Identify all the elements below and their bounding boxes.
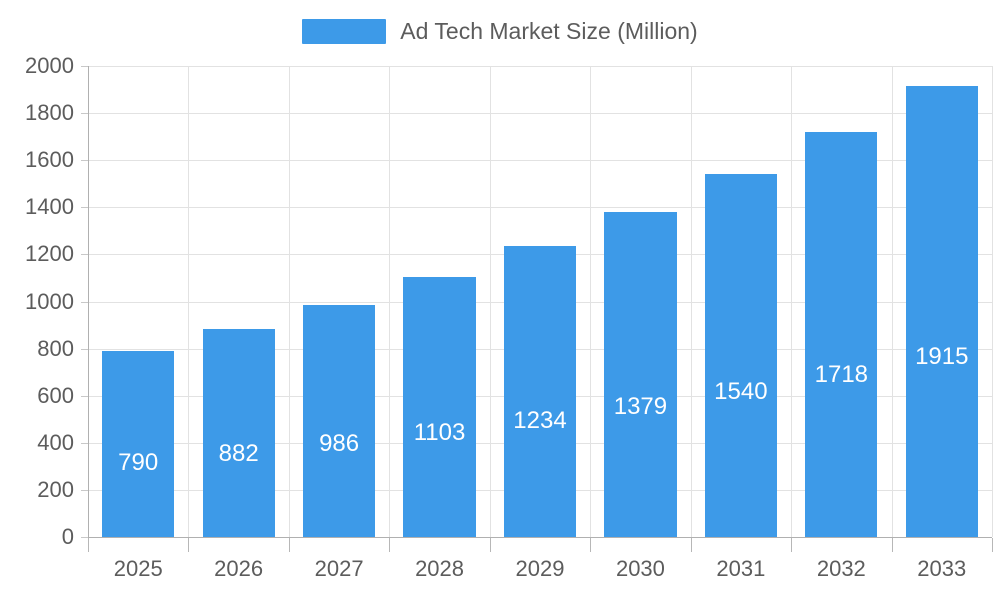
- y-axis-tick-mark: [81, 113, 88, 115]
- y-axis-tick-mark: [81, 348, 88, 350]
- bar[interactable]: [102, 350, 175, 537]
- y-axis-tick-mark: [81, 254, 88, 256]
- x-axis-tick-mark: [489, 538, 491, 552]
- gridline-vertical: [188, 66, 190, 537]
- gridline-horizontal: [88, 113, 992, 115]
- bar[interactable]: [202, 329, 275, 537]
- gridline-vertical: [590, 66, 592, 537]
- bar[interactable]: [403, 277, 476, 537]
- x-axis-tick-label: 2033: [917, 556, 967, 581]
- legend-item-ad-tech-market-size[interactable]: Ad Tech Market Size (Million): [302, 17, 698, 44]
- x-axis-tick-label: 2027: [314, 556, 364, 581]
- y-axis-tick-mark: [81, 442, 88, 444]
- legend-item-label: Ad Tech Market Size (Million): [400, 17, 698, 44]
- x-axis-tick-mark: [88, 538, 89, 552]
- y-axis-tick-label: 600: [37, 382, 74, 408]
- y-axis-tick-label: 1200: [25, 241, 74, 267]
- y-axis-tick-mark: [81, 301, 88, 303]
- chart-legend: Ad Tech Market Size (Million): [0, 14, 1000, 48]
- x-axis-tick-mark: [891, 538, 893, 552]
- bar[interactable]: [905, 86, 978, 537]
- bar[interactable]: [805, 132, 878, 537]
- y-axis-line: [88, 66, 89, 537]
- bar[interactable]: [302, 304, 376, 537]
- legend-color-swatch-icon: [302, 18, 387, 44]
- gridline-vertical: [489, 66, 491, 537]
- x-axis-tick-mark: [288, 538, 290, 552]
- y-axis-tick-label: 2000: [25, 53, 74, 78]
- y-axis-tick-mark: [81, 66, 88, 67]
- gridline-vertical: [389, 66, 391, 537]
- y-axis-tick-mark: [81, 207, 88, 209]
- y-axis-tick-mark: [81, 489, 88, 491]
- gridline-horizontal: [88, 160, 992, 162]
- x-axis-tick-label: 2029: [515, 556, 565, 581]
- bar[interactable]: [503, 246, 577, 537]
- y-axis-tick-label: 400: [37, 429, 74, 455]
- y-axis-tick-mark: [81, 160, 88, 162]
- gridline-horizontal: [88, 66, 992, 67]
- x-axis-tick-mark: [791, 538, 793, 552]
- gridline-vertical: [992, 66, 993, 537]
- x-axis-tick-label: 2025: [113, 556, 163, 581]
- x-axis-tick-mark: [188, 538, 190, 552]
- x-axis-tick-label: 2026: [214, 556, 264, 581]
- y-axis-tick-label: 1000: [25, 288, 74, 314]
- y-axis-tick-label: 200: [37, 476, 74, 502]
- y-axis-tick-label: 800: [37, 335, 74, 361]
- y-axis-tick-label: 1400: [25, 194, 74, 220]
- gridline-vertical: [791, 66, 793, 537]
- x-axis-tick-label: 2030: [615, 556, 665, 581]
- y-axis-tick-label: 1800: [25, 100, 74, 126]
- gridline-vertical: [288, 66, 290, 537]
- gridline-vertical: [690, 66, 692, 537]
- x-axis-tick-mark: [590, 538, 592, 552]
- y-axis-tick-label: 1600: [25, 147, 74, 173]
- x-axis-tick-label: 2031: [716, 556, 766, 581]
- x-axis-tick-label: 2032: [816, 556, 866, 581]
- gridline-vertical: [891, 66, 893, 537]
- bar[interactable]: [704, 174, 778, 537]
- x-axis-tick-label: 2028: [415, 556, 465, 581]
- y-axis-tick-label: 0: [61, 524, 74, 549]
- x-axis-tick-mark: [992, 538, 993, 552]
- bar[interactable]: [604, 212, 677, 537]
- x-axis-line: [88, 537, 992, 538]
- y-axis-tick-mark: [81, 537, 88, 538]
- y-axis-tick-mark: [81, 395, 88, 397]
- plot-area: 790 882 986 1103 1234 1379 1540 1718 1915: [88, 66, 993, 538]
- x-axis-tick-mark: [389, 538, 391, 552]
- gridline-horizontal: [88, 207, 992, 209]
- x-axis-tick-mark: [690, 538, 692, 552]
